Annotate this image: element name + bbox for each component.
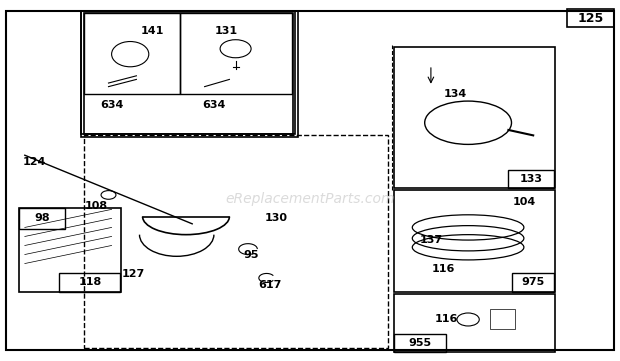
Text: 617: 617 bbox=[258, 280, 281, 290]
Text: 124: 124 bbox=[22, 157, 46, 168]
Bar bbox=[512, 273, 554, 292]
Bar bbox=[81, 11, 294, 134]
Bar bbox=[567, 9, 614, 27]
Bar bbox=[84, 135, 388, 348]
Text: 955: 955 bbox=[409, 338, 432, 348]
Bar bbox=[490, 309, 515, 329]
Text: 104: 104 bbox=[512, 197, 536, 207]
Text: 130: 130 bbox=[264, 213, 288, 223]
Text: 134: 134 bbox=[444, 89, 467, 99]
Bar bbox=[84, 13, 293, 134]
Text: 98: 98 bbox=[34, 213, 50, 223]
Bar bbox=[394, 334, 446, 352]
Text: 95: 95 bbox=[243, 249, 259, 260]
Text: 141: 141 bbox=[140, 26, 164, 36]
Text: 137: 137 bbox=[419, 235, 443, 245]
Bar bbox=[19, 208, 121, 292]
Bar bbox=[19, 208, 65, 229]
Text: 634: 634 bbox=[100, 100, 123, 110]
Bar bbox=[81, 11, 298, 137]
Text: 133: 133 bbox=[520, 174, 543, 184]
Bar bbox=[394, 190, 555, 292]
Bar bbox=[59, 273, 120, 292]
Text: 116: 116 bbox=[432, 264, 455, 274]
Text: eReplacementParts.com: eReplacementParts.com bbox=[225, 192, 395, 205]
Text: 131: 131 bbox=[215, 26, 238, 36]
Text: 116: 116 bbox=[435, 314, 458, 325]
Text: 975: 975 bbox=[521, 277, 545, 287]
Bar bbox=[394, 294, 555, 352]
Text: 634: 634 bbox=[202, 100, 226, 110]
Bar bbox=[394, 47, 555, 188]
Text: 125: 125 bbox=[577, 12, 603, 25]
Bar bbox=[508, 170, 554, 188]
Bar bbox=[180, 13, 292, 94]
Text: 127: 127 bbox=[122, 269, 145, 279]
Text: 118: 118 bbox=[78, 277, 102, 287]
Text: 108: 108 bbox=[84, 201, 108, 211]
Bar bbox=[84, 13, 180, 94]
